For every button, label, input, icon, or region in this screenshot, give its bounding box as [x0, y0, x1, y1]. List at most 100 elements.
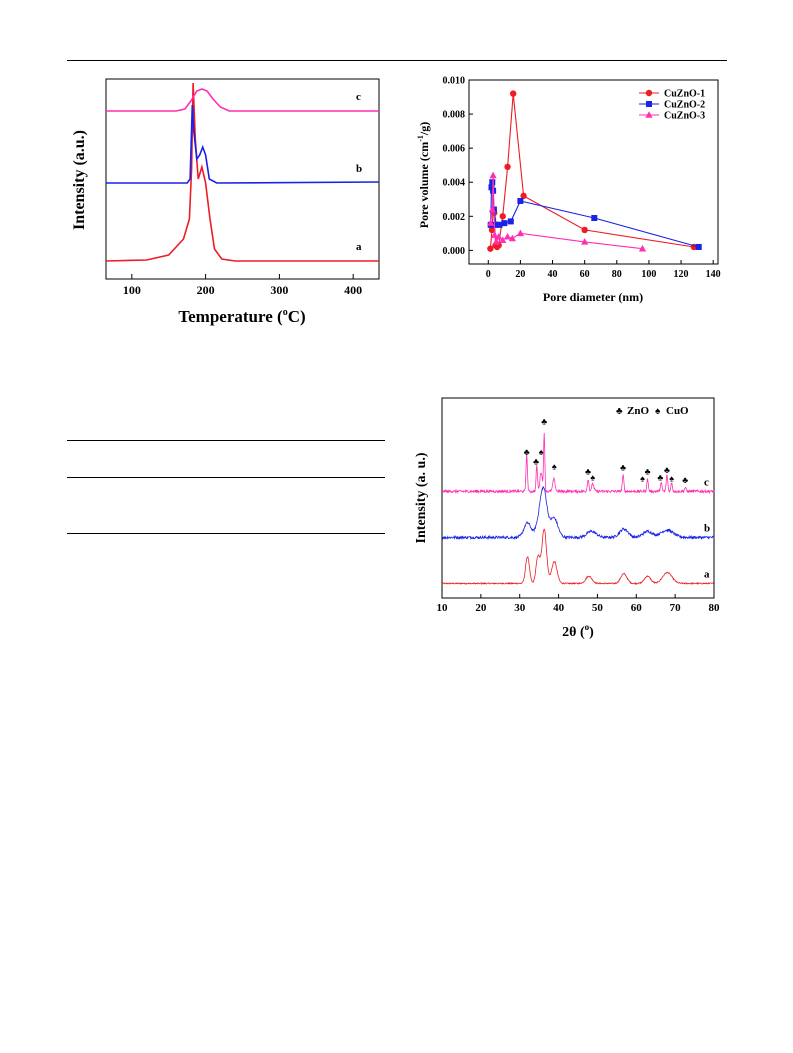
tpr-x-tick-label: 300: [270, 283, 288, 297]
pore-series-3-point: [581, 238, 589, 245]
pore-chart: 0 20 40 60 80 100 120 140 0.000 0.002 0.004 0.006 0.…: [416, 76, 721, 305]
pore-x-tick-label: 120: [674, 269, 689, 280]
pore-x-tick-label: 60: [580, 269, 590, 280]
tpr-chart: a b c 100 200 300 400 Temperature (oC) Intens…: [71, 78, 380, 326]
pore-y-tick-label: 0.010: [443, 76, 466, 87]
tpr-series-b-label: b: [356, 163, 362, 175]
xrd-x-tick-label: 70: [670, 602, 682, 614]
pore-series-2-point: [507, 218, 514, 225]
pore-series-2-point: [489, 179, 496, 186]
xrd-peak-marker-zno: ♣: [585, 466, 591, 476]
table-mid-rule: [67, 477, 385, 478]
xrd-x-tick-label: 60: [631, 602, 643, 614]
xrd-peak-marker-zno: ♣: [657, 472, 663, 482]
pore-legend-label: CuZnO-2: [664, 100, 705, 111]
xrd-series-c-label: c: [704, 476, 709, 488]
pore-series-1-point: [504, 163, 511, 171]
pore-series-2-point: [493, 221, 500, 228]
pore-series-3-point: [499, 236, 507, 243]
pore-series-3-point: [487, 219, 495, 226]
xrd-peak-marker-cuo: ♠: [539, 447, 544, 457]
xrd-x-tick-label: 40: [553, 602, 565, 614]
xrd-legend-zno: ZnO: [627, 405, 649, 417]
pore-series-2-point: [501, 220, 508, 227]
pore-series-3-point: [495, 232, 503, 240]
pore-series-3-point: [638, 244, 647, 252]
pore-series-1-point: [581, 226, 588, 234]
tpr-ticks-group: 100 200 300 400: [123, 274, 362, 297]
tpr-series-c-line: [106, 88, 379, 112]
pore-legend-marker: [645, 111, 653, 118]
tpr-series-group: a b c: [105, 82, 380, 262]
xrd-ticks-group: 10 20 30 40 50 60 70 80: [437, 594, 721, 614]
pore-x-tick-label: 80: [612, 269, 622, 280]
pore-series-1-point: [488, 226, 496, 234]
pore-series-3-point: [488, 205, 496, 213]
pore-ticks-group: 0 20 40 60 80 100 120 140 0.000 0.002 0.004 0.006 0.…: [443, 76, 721, 281]
pore-series-2-point: [695, 243, 702, 250]
pore-y-tick-label: 0.006: [443, 144, 466, 155]
pore-x-tick-label: 20: [515, 269, 525, 280]
xrd-peak-marker-cuo: ♠: [590, 472, 595, 482]
xrd-legend-zno-symbol: ♣: [616, 406, 623, 417]
pore-series-3-point: [508, 234, 516, 242]
pore-series-1-point: [499, 213, 506, 220]
pore-series-3-point: [503, 232, 512, 240]
pore-series-3-point: [489, 171, 497, 179]
pore-series-1-point: [509, 90, 517, 97]
xrd-peak-marker-zno: ♣: [524, 447, 530, 457]
tpr-x-axis-label: Temperature (oC): [178, 307, 305, 326]
xrd-peak-marker-zno: ♣: [682, 475, 688, 485]
pore-y-tick-label: 0.008: [443, 110, 466, 121]
pore-legend-marker: [645, 89, 653, 97]
tpr-plot-frame: [105, 78, 380, 280]
tpr-x-tick-label: 200: [197, 283, 215, 297]
xrd-peak-marker-zno: ♣: [541, 417, 547, 427]
pore-x-tick-label: 0: [486, 269, 491, 280]
pore-x-axis-label: Pore diameter (nm): [543, 290, 643, 304]
pore-plot-frame: [468, 79, 719, 265]
xrd-legend-cuo-symbol: ♠: [655, 406, 661, 417]
pore-x-tick-label: 140: [706, 269, 721, 280]
xrd-series-a-label: a: [704, 568, 710, 580]
pore-series-group: [487, 90, 702, 252]
xrd-x-tick-label: 50: [592, 602, 604, 614]
pore-y-tick-label: 0.004: [443, 178, 466, 189]
pore-series-1-point: [520, 192, 527, 200]
xrd-peak-marker-zno: ♣: [533, 457, 539, 467]
xrd-peak-marker-cuo: ♠: [552, 462, 557, 472]
pore-y-axis-label: Pore volume (cm-1/g): [416, 122, 431, 228]
table-bottom-rule: [67, 533, 385, 534]
tpr-x-tick-label: 400: [344, 283, 362, 297]
pore-legend-label: CuZnO-3: [664, 111, 705, 122]
xrd-x-tick-label: 80: [709, 602, 721, 614]
xrd-x-tick-label: 20: [475, 602, 487, 614]
tpr-series-b-line: [106, 104, 380, 184]
page-header-rule: [67, 60, 727, 61]
xrd-legend: ♣ ZnO ♠ CuO: [616, 405, 689, 417]
pore-y-tick-label: 0.000: [443, 246, 466, 257]
pore-legend-label: CuZnO-1: [664, 89, 705, 100]
xrd-series-group: a b c: [441, 432, 715, 586]
xrd-peak-marker-zno: ♣: [664, 465, 670, 475]
xrd-x-tick-label: 30: [514, 602, 526, 614]
xrd-series-b-line: [441, 486, 715, 541]
xrd-series-a-line: [441, 528, 715, 586]
pore-series-3-point: [492, 238, 500, 245]
pore-legend-marker: [646, 101, 652, 107]
pore-series-2-point: [591, 215, 598, 221]
xrd-peak-marker-cuo: ♠: [640, 474, 645, 484]
tpr-series-c-label: c: [356, 91, 361, 103]
pore-y-tick-label: 0.002: [443, 212, 466, 223]
tpr-y-axis-label: Intensity (a.u.): [71, 130, 88, 230]
xrd-chart: abc 10 20 30 40 50 60 70 80 ♣♣♠♣♠ ♣♠♣♠♣♣♣♠ ♣ ♣ Zn…: [414, 397, 721, 640]
table-top-rule: [67, 440, 385, 441]
xrd-x-tick-label: 10: [437, 602, 449, 614]
xrd-peak-marker-zno: ♣: [620, 463, 626, 473]
pore-x-tick-label: 40: [548, 269, 558, 280]
pore-x-tick-label: 100: [641, 269, 656, 280]
pore-series-3-point: [516, 229, 525, 237]
xrd-x-axis-label: 2θ (o): [562, 622, 594, 640]
